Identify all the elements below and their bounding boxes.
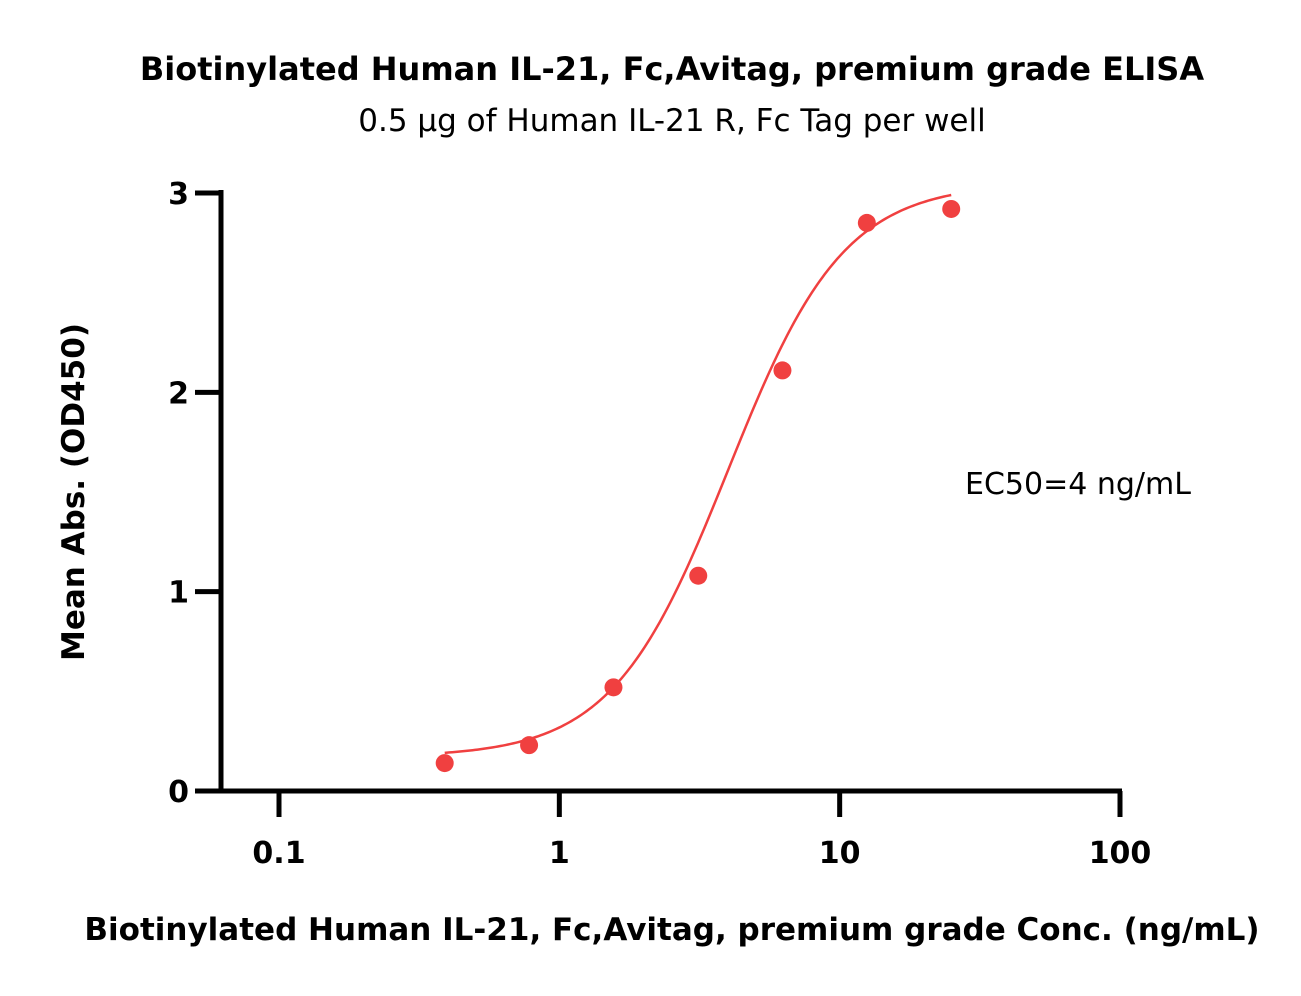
data-point — [773, 361, 792, 380]
y-tick-label: 1 — [168, 576, 189, 611]
ec50-annotation: EC50=4 ng/mL — [965, 467, 1191, 502]
plot-area — [435, 193, 961, 773]
x-tick-label: 1 — [549, 836, 570, 871]
x-tick-label: 100 — [1089, 836, 1152, 871]
y-tick-label: 2 — [168, 376, 189, 411]
y-tick-label: 0 — [168, 775, 189, 810]
y-axis-label: Mean Abs. (OD450) — [56, 323, 92, 661]
data-point — [520, 736, 539, 755]
x-tick-label: 0.1 — [252, 836, 305, 871]
x-tick-label: 10 — [819, 836, 861, 871]
chart-title: Biotinylated Human IL-21, Fc,Avitag, pre… — [140, 50, 1204, 88]
data-point — [942, 199, 961, 218]
chart-subtitle: 0.5 µg of Human IL-21 R, Fc Tag per well — [358, 103, 985, 139]
fit-curve — [444, 193, 952, 755]
x-ticks: 0.1 1 10 100 — [252, 791, 1151, 871]
data-point — [435, 754, 454, 773]
y-ticks: 0 1 2 3 — [168, 177, 221, 810]
data-point — [604, 678, 623, 697]
data-point — [689, 566, 708, 585]
data-point — [857, 213, 876, 232]
y-tick-label: 3 — [168, 177, 189, 212]
x-axis-label: Biotinylated Human IL-21, Fc,Avitag, pre… — [84, 912, 1259, 948]
